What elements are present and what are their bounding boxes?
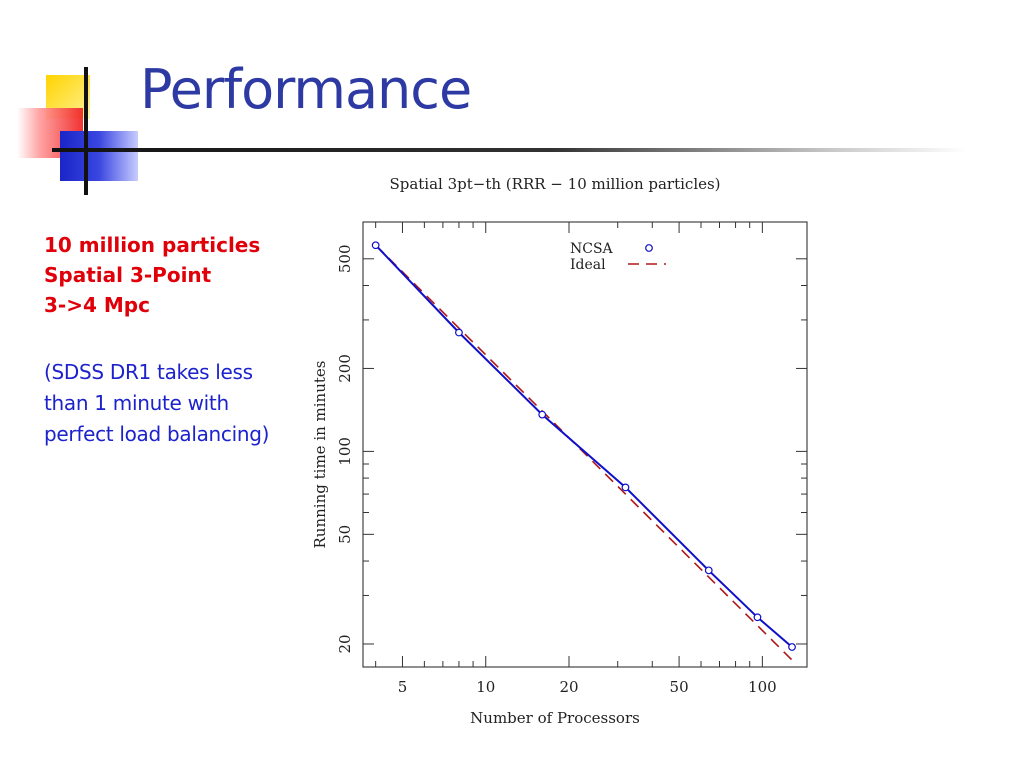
highlight-text-block: 10 million particles Spatial 3-Point 3->… [44, 230, 260, 320]
vertical-rule [84, 67, 88, 195]
ncsa-data-point [704, 566, 713, 575]
ncsa-data-point [753, 613, 762, 622]
y-tick-label: 500 [336, 244, 354, 273]
ncsa-series-line [374, 244, 793, 648]
y-tick-label: 20 [336, 634, 354, 653]
note-text-block: (SDSS DR1 takes less than 1 minute with … [44, 357, 269, 450]
highlight-line: 3->4 Mpc [44, 293, 150, 317]
x-tick-label: 50 [670, 678, 689, 696]
legend-label-ideal: Ideal [570, 257, 606, 273]
note-line: than 1 minute with [44, 391, 229, 415]
title-underline [52, 148, 967, 152]
x-tick-label: 5 [398, 678, 408, 696]
y-tick-label: 200 [336, 354, 354, 383]
note-line: perfect load balancing) [44, 422, 270, 446]
performance-chart: Spatial 3pt−th (RRR − 10 million particl… [311, 175, 808, 727]
ncsa-data-point [371, 241, 380, 250]
highlight-line: Spatial 3-Point [44, 263, 212, 287]
y-tick-label: 100 [336, 437, 354, 466]
x-tick-label: 10 [476, 678, 495, 696]
blue-square-decoration [60, 131, 138, 181]
legend-marker-ncsa [645, 244, 653, 252]
plot-frame [362, 221, 808, 668]
note-line: (SDSS DR1 takes less [44, 360, 253, 384]
ncsa-data-point [621, 483, 630, 492]
ncsa-data-point [455, 328, 463, 337]
x-tick-label: 100 [748, 678, 777, 696]
ncsa-data-point [538, 410, 547, 419]
legend-label-ncsa: NCSA [570, 241, 614, 257]
highlight-line: 10 million particles [44, 233, 261, 257]
x-axis-label: Number of Processors [470, 709, 640, 727]
x-tick-label: 20 [559, 678, 578, 696]
ideal-series-line [375, 244, 793, 661]
y-tick-label: 50 [336, 525, 354, 544]
ncsa-data-point [788, 643, 796, 651]
page-title: Performance [140, 58, 472, 121]
y-axis-label: Running time in minutes [311, 361, 329, 549]
chart-title: Spatial 3pt−th (RRR − 10 million particl… [389, 175, 720, 193]
